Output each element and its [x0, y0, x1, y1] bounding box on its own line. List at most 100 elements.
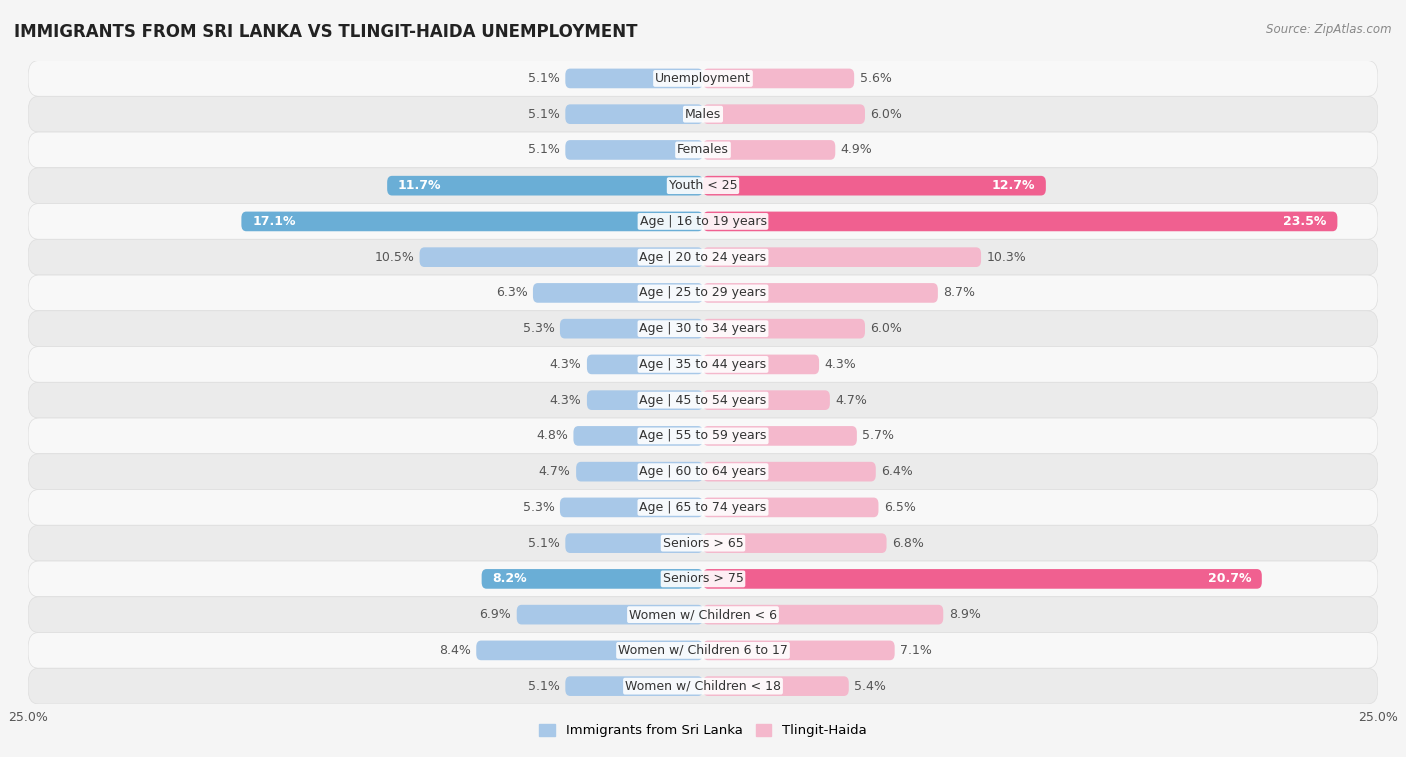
FancyBboxPatch shape [419, 248, 703, 267]
FancyBboxPatch shape [703, 176, 1046, 195]
Text: 20.7%: 20.7% [1208, 572, 1251, 585]
FancyBboxPatch shape [703, 462, 876, 481]
Text: 6.3%: 6.3% [496, 286, 527, 300]
Text: Age | 45 to 54 years: Age | 45 to 54 years [640, 394, 766, 407]
FancyBboxPatch shape [482, 569, 703, 589]
Text: Age | 55 to 59 years: Age | 55 to 59 years [640, 429, 766, 442]
FancyBboxPatch shape [574, 426, 703, 446]
Text: 8.9%: 8.9% [949, 608, 980, 621]
FancyBboxPatch shape [28, 311, 1378, 347]
Text: 5.3%: 5.3% [523, 501, 554, 514]
FancyBboxPatch shape [387, 176, 703, 195]
FancyBboxPatch shape [560, 319, 703, 338]
Text: 4.9%: 4.9% [841, 143, 873, 157]
FancyBboxPatch shape [28, 561, 1378, 597]
Text: 8.2%: 8.2% [492, 572, 527, 585]
Text: 4.7%: 4.7% [538, 465, 571, 478]
FancyBboxPatch shape [28, 525, 1378, 561]
Text: 17.1%: 17.1% [252, 215, 295, 228]
FancyBboxPatch shape [703, 283, 938, 303]
Text: 4.3%: 4.3% [550, 394, 582, 407]
FancyBboxPatch shape [242, 212, 703, 231]
Text: 5.1%: 5.1% [529, 537, 560, 550]
FancyBboxPatch shape [703, 569, 1261, 589]
Text: 10.3%: 10.3% [987, 251, 1026, 263]
FancyBboxPatch shape [28, 347, 1378, 382]
Text: 8.7%: 8.7% [943, 286, 976, 300]
FancyBboxPatch shape [703, 319, 865, 338]
FancyBboxPatch shape [28, 239, 1378, 275]
FancyBboxPatch shape [703, 497, 879, 517]
FancyBboxPatch shape [28, 168, 1378, 204]
FancyBboxPatch shape [703, 676, 849, 696]
Text: Age | 60 to 64 years: Age | 60 to 64 years [640, 465, 766, 478]
FancyBboxPatch shape [28, 453, 1378, 490]
Text: Females: Females [678, 143, 728, 157]
FancyBboxPatch shape [703, 426, 856, 446]
FancyBboxPatch shape [565, 140, 703, 160]
FancyBboxPatch shape [477, 640, 703, 660]
Text: 5.1%: 5.1% [529, 680, 560, 693]
FancyBboxPatch shape [703, 140, 835, 160]
Text: 8.4%: 8.4% [439, 644, 471, 657]
Text: 5.4%: 5.4% [855, 680, 886, 693]
FancyBboxPatch shape [28, 418, 1378, 453]
FancyBboxPatch shape [703, 354, 820, 374]
Text: Women w/ Children < 6: Women w/ Children < 6 [628, 608, 778, 621]
FancyBboxPatch shape [560, 497, 703, 517]
Text: Women w/ Children 6 to 17: Women w/ Children 6 to 17 [619, 644, 787, 657]
Text: Age | 65 to 74 years: Age | 65 to 74 years [640, 501, 766, 514]
Text: 6.9%: 6.9% [479, 608, 512, 621]
FancyBboxPatch shape [565, 104, 703, 124]
FancyBboxPatch shape [28, 132, 1378, 168]
Text: Males: Males [685, 107, 721, 120]
Text: Age | 25 to 29 years: Age | 25 to 29 years [640, 286, 766, 300]
FancyBboxPatch shape [28, 382, 1378, 418]
Text: 4.3%: 4.3% [550, 358, 582, 371]
Text: 6.0%: 6.0% [870, 107, 903, 120]
Text: Seniors > 75: Seniors > 75 [662, 572, 744, 585]
Text: Women w/ Children < 18: Women w/ Children < 18 [626, 680, 780, 693]
Text: 4.8%: 4.8% [536, 429, 568, 442]
Legend: Immigrants from Sri Lanka, Tlingit-Haida: Immigrants from Sri Lanka, Tlingit-Haida [534, 718, 872, 743]
Text: 5.1%: 5.1% [529, 143, 560, 157]
Text: 6.5%: 6.5% [884, 501, 915, 514]
FancyBboxPatch shape [28, 61, 1378, 96]
FancyBboxPatch shape [28, 633, 1378, 668]
FancyBboxPatch shape [586, 391, 703, 410]
FancyBboxPatch shape [28, 275, 1378, 311]
Text: 5.7%: 5.7% [862, 429, 894, 442]
Text: 23.5%: 23.5% [1284, 215, 1327, 228]
Text: 12.7%: 12.7% [991, 179, 1035, 192]
Text: 5.6%: 5.6% [859, 72, 891, 85]
FancyBboxPatch shape [703, 104, 865, 124]
Text: 5.3%: 5.3% [523, 322, 554, 335]
Text: Age | 20 to 24 years: Age | 20 to 24 years [640, 251, 766, 263]
FancyBboxPatch shape [28, 490, 1378, 525]
FancyBboxPatch shape [703, 69, 855, 89]
FancyBboxPatch shape [28, 597, 1378, 633]
Text: 11.7%: 11.7% [398, 179, 441, 192]
Text: 6.8%: 6.8% [891, 537, 924, 550]
Text: 6.0%: 6.0% [870, 322, 903, 335]
Text: Youth < 25: Youth < 25 [669, 179, 737, 192]
FancyBboxPatch shape [565, 534, 703, 553]
Text: 5.1%: 5.1% [529, 72, 560, 85]
Text: Seniors > 65: Seniors > 65 [662, 537, 744, 550]
FancyBboxPatch shape [517, 605, 703, 625]
FancyBboxPatch shape [533, 283, 703, 303]
Text: Source: ZipAtlas.com: Source: ZipAtlas.com [1267, 23, 1392, 36]
Text: 4.7%: 4.7% [835, 394, 868, 407]
FancyBboxPatch shape [576, 462, 703, 481]
Text: 6.4%: 6.4% [882, 465, 912, 478]
Text: 4.3%: 4.3% [824, 358, 856, 371]
FancyBboxPatch shape [586, 354, 703, 374]
FancyBboxPatch shape [703, 391, 830, 410]
FancyBboxPatch shape [28, 96, 1378, 132]
FancyBboxPatch shape [28, 668, 1378, 704]
Text: 5.1%: 5.1% [529, 107, 560, 120]
Text: 10.5%: 10.5% [374, 251, 415, 263]
Text: 7.1%: 7.1% [900, 644, 932, 657]
FancyBboxPatch shape [28, 204, 1378, 239]
Text: IMMIGRANTS FROM SRI LANKA VS TLINGIT-HAIDA UNEMPLOYMENT: IMMIGRANTS FROM SRI LANKA VS TLINGIT-HAI… [14, 23, 637, 41]
